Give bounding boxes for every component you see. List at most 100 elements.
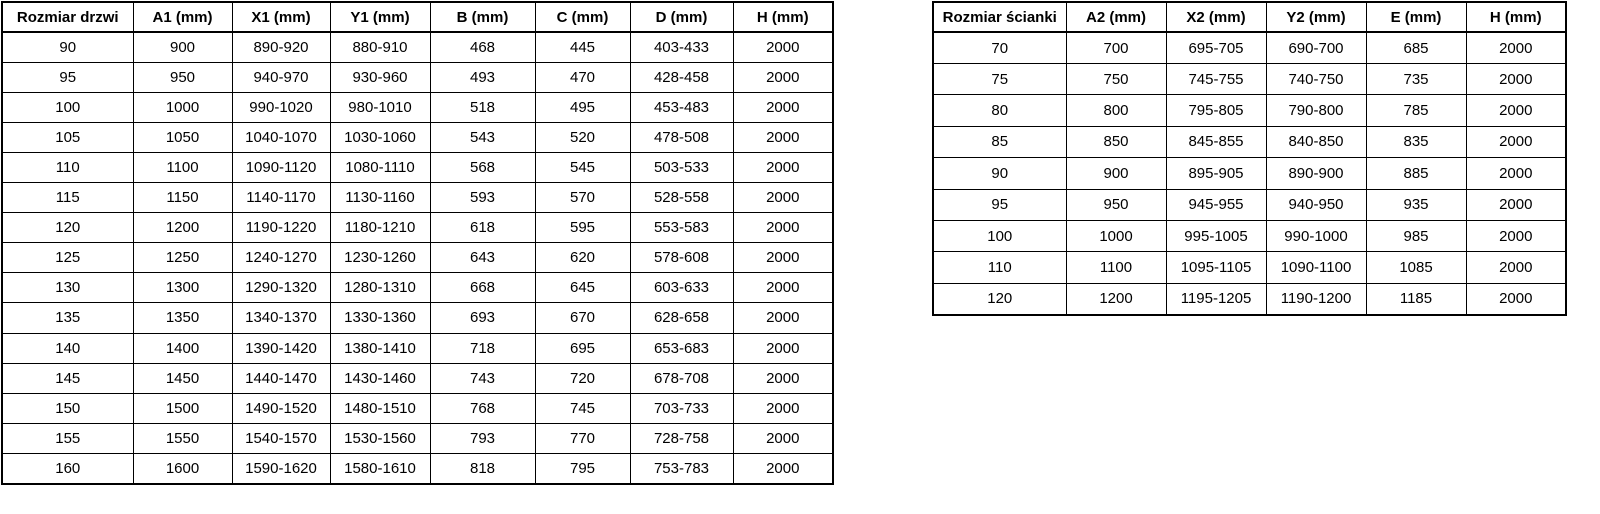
column-header: Y1 (mm): [329, 1, 431, 34]
table-cell: 990-1000: [1265, 219, 1367, 253]
table-cell: 85: [932, 125, 1067, 159]
table-cell: 1600: [132, 452, 233, 485]
table-cell: 1095-1105: [1165, 251, 1267, 284]
table-cell: 1180-1210: [329, 212, 431, 244]
table-cell: 695: [534, 332, 631, 364]
table-cell: 2000: [732, 302, 834, 334]
table-cell: 568: [429, 151, 536, 184]
table-cell: 1090-1100: [1265, 251, 1367, 284]
table-cell: 720: [534, 362, 631, 394]
table-cell: 595: [534, 212, 631, 244]
table-cell: 1500: [132, 392, 233, 424]
table-cell: 2000: [1465, 94, 1567, 127]
table-cell: 2000: [732, 151, 834, 184]
column-header: X1 (mm): [231, 1, 331, 34]
table-cell: 145: [1, 362, 134, 394]
table-cell: 895-905: [1165, 157, 1267, 190]
table-row: 160 1600 1590-1620 1580-1610 818 795 753-783 20…: [1, 452, 834, 485]
table-cell: 1100: [132, 151, 233, 184]
table-cell: 900: [132, 31, 233, 63]
table-cell: 80: [932, 94, 1067, 127]
table-cell: 703-733: [629, 392, 734, 424]
table-cell: 628-658: [629, 302, 734, 334]
table-cell: 670: [534, 302, 631, 334]
column-header: A2 (mm): [1065, 1, 1167, 34]
column-header: X2 (mm): [1165, 1, 1267, 34]
table-row: 70 700 695-705 690-700 685 2000: [932, 31, 1567, 64]
table-cell: 2000: [732, 242, 834, 274]
table-cell: 95: [932, 188, 1067, 221]
table-cell: 1580-1610: [329, 452, 431, 485]
column-header: C (mm): [534, 1, 631, 34]
table-cell: 700: [1065, 31, 1167, 64]
table-cell: 2000: [732, 392, 834, 424]
table-cell: 1300: [132, 272, 233, 304]
table-cell: 1140-1170: [231, 182, 331, 214]
table-cell: 90: [1, 31, 134, 63]
table-cell: 678-708: [629, 362, 734, 394]
table-cell: 1100: [1065, 251, 1167, 284]
table-cell: 1590-1620: [231, 452, 331, 485]
table-cell: 2000: [732, 212, 834, 244]
table-cell: 495: [534, 91, 631, 123]
table-cell: 840-850: [1265, 125, 1367, 159]
table-cell: 620: [534, 242, 631, 274]
table-row: 85 850 845-855 840-850 835 2000: [932, 125, 1567, 159]
table-cell: 2000: [732, 91, 834, 123]
table-cell: 768: [429, 392, 536, 424]
column-header: D (mm): [629, 1, 734, 34]
table-cell: 503-533: [629, 151, 734, 184]
table-cell: 1195-1205: [1165, 282, 1267, 316]
table-cell: 105: [1, 121, 134, 153]
table-cell: 545: [534, 151, 631, 184]
table-cell: 930-960: [329, 61, 431, 93]
table-cell: 885: [1365, 157, 1467, 190]
table-cell: 735: [1365, 62, 1467, 96]
table-cell: 150: [1, 392, 134, 424]
table-cell: 685: [1365, 31, 1467, 64]
table-cell: 618: [429, 212, 536, 244]
table-cell: 120: [932, 282, 1067, 316]
table-cell: 950: [1065, 188, 1167, 221]
table-cell: 2000: [1465, 157, 1567, 190]
table-cell: 528-558: [629, 182, 734, 214]
table-cell: 115: [1, 182, 134, 214]
table-cell: 890-900: [1265, 157, 1367, 190]
table-cell: 2000: [732, 422, 834, 454]
table-cell: 1240-1270: [231, 242, 331, 274]
table-cell: 2000: [1465, 31, 1567, 64]
table-cell: 728-758: [629, 422, 734, 454]
table-cell: 543: [429, 121, 536, 153]
table-cell: 1290-1320: [231, 272, 331, 304]
table-cell: 1000: [1065, 219, 1167, 253]
table-cell: 1200: [1065, 282, 1167, 316]
table-row: 105 1050 1040-1070 1030-1060 543 520 478-508 20…: [1, 121, 834, 153]
table-cell: 603-633: [629, 272, 734, 304]
table-row: 100 1000 995-1005 990-1000 985 2000: [932, 219, 1567, 253]
table-cell: 2000: [732, 182, 834, 214]
table-cell: 1480-1510: [329, 392, 431, 424]
table-cell: 100: [932, 219, 1067, 253]
table-cell: 110: [932, 251, 1067, 284]
table-cell: 468: [429, 31, 536, 63]
table-cell: 645: [534, 272, 631, 304]
table-row: 115 1150 1140-1170 1130-1160 593 570 528-558 20…: [1, 182, 834, 214]
table-cell: 2000: [732, 452, 834, 485]
table-cell: 1530-1560: [329, 422, 431, 454]
table-cell: 1400: [132, 332, 233, 364]
table-cell: 890-920: [231, 31, 331, 63]
table-cell: 940-950: [1265, 188, 1367, 221]
column-header: A1 (mm): [132, 1, 233, 34]
table-cell: 140: [1, 332, 134, 364]
table-cell: 845-855: [1165, 125, 1267, 159]
table-row: 155 1550 1540-1570 1530-1560 793 770 728-758 20…: [1, 422, 834, 454]
table-cell: 1230-1260: [329, 242, 431, 274]
table-cell: 130: [1, 272, 134, 304]
column-header: E (mm): [1365, 1, 1467, 34]
table-cell: 1280-1310: [329, 272, 431, 304]
table-cell: 1085: [1365, 251, 1467, 284]
table-cell: 643: [429, 242, 536, 274]
table-cell: 1250: [132, 242, 233, 274]
table-cell: 2000: [732, 332, 834, 364]
